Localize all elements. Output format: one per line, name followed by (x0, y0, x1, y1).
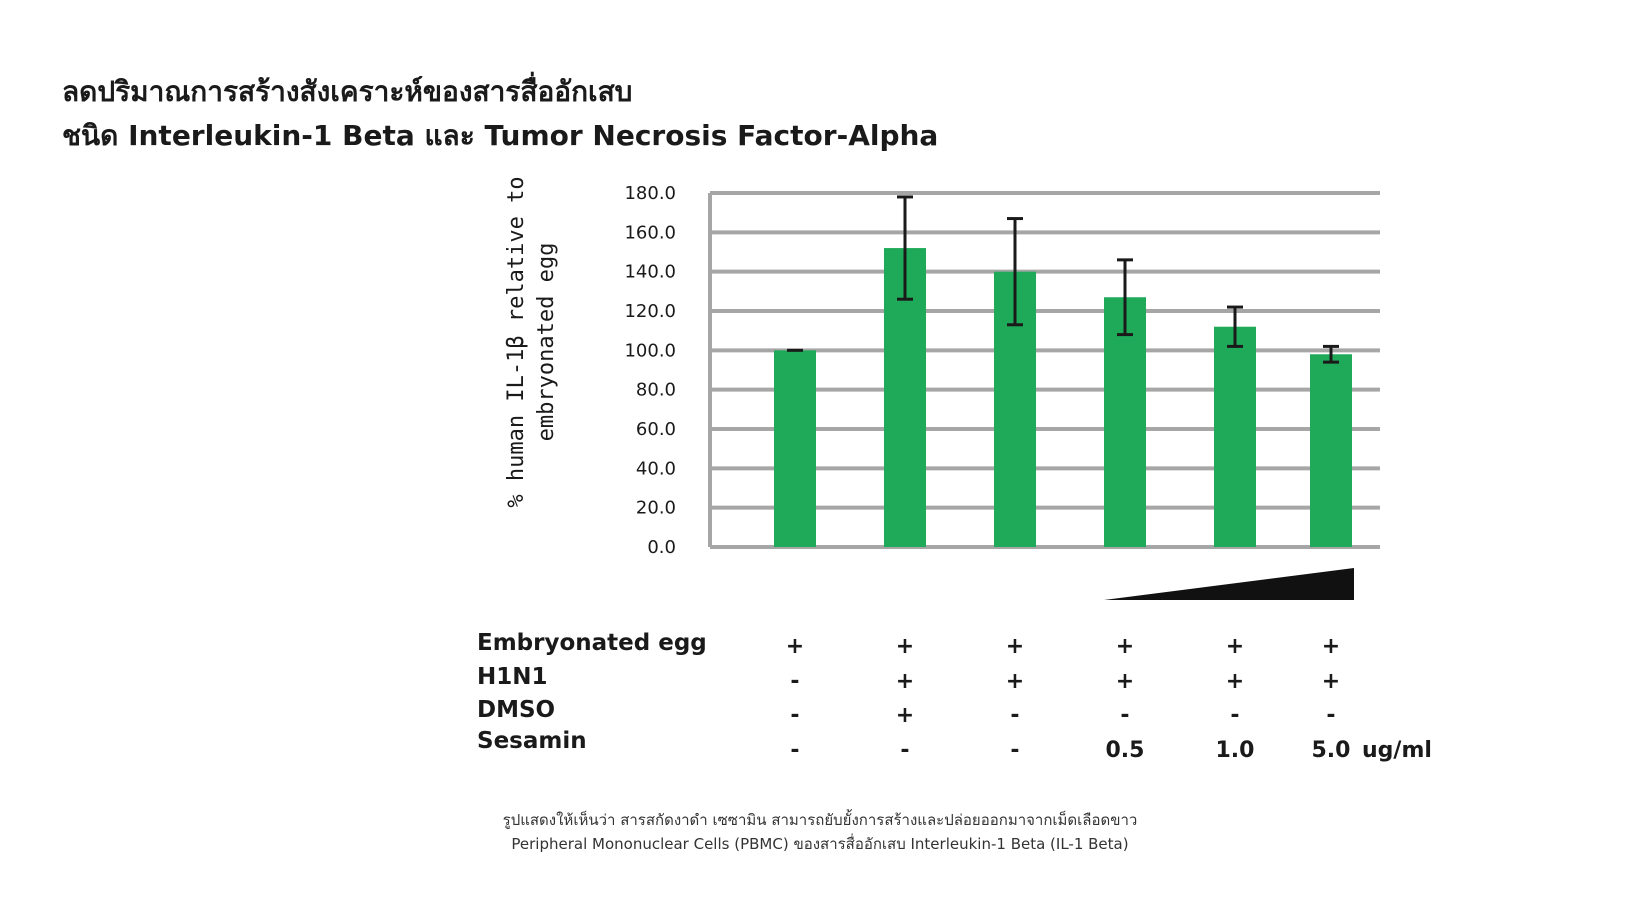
condition-cell: - (1230, 703, 1240, 728)
condition-cell: + (1115, 669, 1135, 694)
y-tick-label: 80.0 (636, 380, 676, 401)
y-tick-label: 100.0 (624, 340, 676, 361)
condition-row-label: DMSO (477, 697, 556, 723)
error-bars (787, 195, 1339, 364)
condition-cell: + (895, 634, 915, 659)
condition-cell: + (895, 669, 915, 694)
condition-cell: + (1225, 634, 1245, 659)
gridlines (710, 191, 1380, 549)
bar (1104, 297, 1146, 547)
bar (1310, 354, 1352, 547)
condition-row-label: Embryonated egg (477, 630, 707, 656)
condition-cell: + (1225, 669, 1245, 694)
bars (774, 248, 1352, 548)
y-tick-label: 160.0 (624, 222, 676, 243)
condition-cell: 0.5 (1105, 738, 1145, 763)
y-tick-label: 140.0 (624, 262, 676, 283)
caption-line-1: รูปแสดงให้เห็นว่า สารสกัดงาดำ เซซามิน สา… (502, 811, 1138, 829)
y-tick-label: 180.0 (624, 183, 676, 204)
condition-cell: - (790, 703, 800, 728)
bar (774, 350, 816, 547)
condition-cell: - (900, 738, 910, 763)
y-tick-label: 40.0 (636, 458, 676, 479)
y-axis-label-line-1: % human IL-1β relative to (504, 176, 529, 507)
condition-cell: + (1115, 634, 1135, 659)
condition-row-label: Sesamin (477, 728, 587, 754)
condition-cell: + (1005, 669, 1025, 694)
y-tick-labels: 0.0 20.0 40.0 60.0 80.0 100.0 120.0 140.0 160.0 1… (624, 183, 676, 558)
title-line-2: ชนิด Interleukin-1 Beta และ Tumor Necros… (62, 119, 939, 152)
title-line-1: ลดปริมาณการสร้างสังเคราะห์ของสารสื่ออักเ… (62, 75, 633, 108)
condition-cell: 5.0 (1311, 738, 1351, 763)
condition-cell: - (1010, 703, 1020, 728)
condition-cell: - (790, 669, 800, 694)
y-tick-label: 20.0 (636, 498, 676, 519)
condition-cell: + (1321, 634, 1341, 659)
y-tick-label: 60.0 (636, 419, 676, 440)
condition-cell: + (1005, 634, 1025, 659)
condition-row-label: H1N1 (477, 664, 548, 690)
bar (1214, 326, 1256, 547)
y-axis-label-line-2: embryonated egg (534, 243, 559, 442)
sesamin-unit: ug/ml (1362, 738, 1432, 763)
caption-line-2: Peripheral Mononuclear Cells (PBMC) ของส… (511, 835, 1129, 853)
y-tick-label: 0.0 (647, 537, 676, 558)
condition-cell: - (1326, 703, 1336, 728)
condition-cell: + (785, 634, 805, 659)
y-tick-label: 120.0 (624, 301, 676, 322)
condition-cell: + (1321, 669, 1341, 694)
condition-cell: 1.0 (1215, 738, 1255, 763)
condition-cell: + (895, 703, 915, 728)
condition-cell: - (790, 738, 800, 763)
concentration-ramp (1104, 568, 1354, 600)
condition-cell: - (1010, 738, 1020, 763)
condition-cell: - (1120, 703, 1130, 728)
